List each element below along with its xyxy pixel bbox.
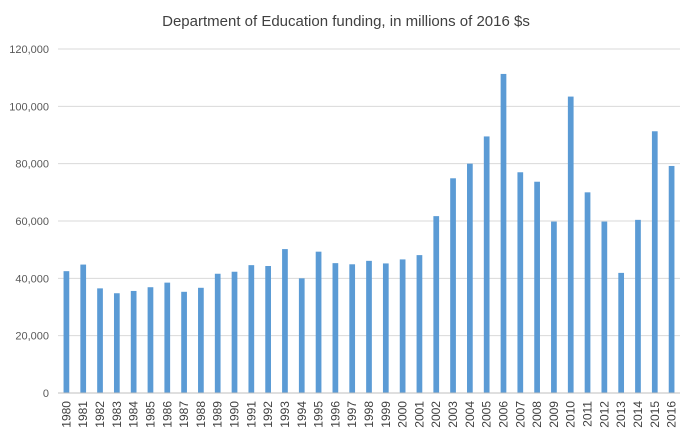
x-tick-label: 1988 bbox=[194, 401, 208, 428]
bar-1986 bbox=[164, 282, 171, 393]
x-tick-label: 2010 bbox=[564, 401, 578, 428]
x-tick-label: 2002 bbox=[429, 401, 443, 428]
bar-2014 bbox=[635, 219, 641, 393]
x-tick-label: 1984 bbox=[127, 401, 141, 428]
x-tick-label: 1981 bbox=[76, 401, 90, 428]
x-tick-label: 2014 bbox=[631, 401, 645, 428]
x-tick-label: 2005 bbox=[480, 401, 494, 428]
x-tick-label: 2004 bbox=[463, 401, 477, 428]
x-tick-label: 2000 bbox=[396, 401, 410, 428]
bar-2011 bbox=[584, 192, 591, 393]
x-tick-label: 1980 bbox=[59, 401, 73, 428]
gridlines bbox=[58, 48, 680, 337]
bar-2001 bbox=[416, 255, 423, 393]
x-tick-label: 2007 bbox=[513, 401, 527, 428]
bar-2009 bbox=[551, 221, 557, 393]
x-axis-tick-labels: 1980 1981 1982 1983 1984 1985 1986 1987 1988 1989… bbox=[59, 401, 678, 428]
x-tick-label: 1985 bbox=[143, 401, 157, 428]
bar-2012 bbox=[601, 221, 608, 393]
x-tick-label: 1990 bbox=[228, 401, 242, 428]
bar-1987 bbox=[181, 291, 187, 393]
x-tick-label: 1983 bbox=[110, 401, 124, 428]
bar-2010 bbox=[567, 96, 574, 393]
x-tick-label: 1999 bbox=[379, 401, 393, 428]
x-tick-label: 2013 bbox=[614, 401, 628, 428]
x-tick-label: 1992 bbox=[261, 401, 275, 428]
x-tick-label: 2015 bbox=[648, 401, 662, 428]
x-tick-label: 1996 bbox=[328, 401, 342, 428]
y-tick-label: 60,000 bbox=[15, 216, 49, 228]
x-tick-label: 1993 bbox=[278, 401, 292, 428]
bar-1989 bbox=[214, 273, 221, 393]
bars bbox=[63, 73, 675, 394]
x-tick-label: 1994 bbox=[295, 401, 309, 428]
bar-1999 bbox=[382, 263, 389, 393]
x-tick-label: 1986 bbox=[160, 401, 174, 428]
x-tick-label: 2012 bbox=[597, 401, 611, 428]
bar-2005 bbox=[483, 136, 490, 393]
x-tick-label: 2001 bbox=[412, 401, 426, 428]
bar-1995 bbox=[315, 251, 322, 393]
bar-2016 bbox=[668, 165, 675, 393]
y-axis-tick-labels: 0 20,000 40,000 60,000 80,000 100,000 120,000 bbox=[9, 44, 49, 400]
x-tick-label: 1989 bbox=[211, 401, 225, 428]
chart-title: Department of Education funding, in mill… bbox=[162, 13, 530, 30]
bar-2008 bbox=[534, 181, 540, 393]
x-tick-label: 2008 bbox=[530, 401, 544, 428]
bar-2006 bbox=[500, 73, 507, 393]
y-tick-label: 20,000 bbox=[15, 331, 49, 343]
bar-1980 bbox=[63, 271, 70, 393]
x-tick-label: 2009 bbox=[547, 401, 561, 428]
y-tick-label: 80,000 bbox=[15, 159, 49, 171]
bar-2015 bbox=[651, 131, 658, 394]
bar-2007 bbox=[517, 172, 524, 393]
bar-1994 bbox=[298, 278, 305, 393]
bar-2003 bbox=[450, 178, 456, 393]
x-tick-label: 2006 bbox=[496, 401, 510, 428]
bar-2002 bbox=[433, 216, 440, 393]
x-tick-label: 1997 bbox=[345, 401, 359, 428]
x-tick-label: 1991 bbox=[244, 401, 258, 428]
x-tick-label: 1987 bbox=[177, 401, 191, 428]
bar-1985 bbox=[147, 287, 154, 393]
x-tick-label: 2016 bbox=[665, 401, 679, 428]
x-tick-label: 1998 bbox=[362, 401, 376, 428]
bar-1991 bbox=[248, 265, 255, 393]
bar-1983 bbox=[113, 293, 120, 393]
y-tick-label: 120,000 bbox=[9, 44, 49, 56]
bar-2013 bbox=[618, 272, 625, 393]
bar-1981 bbox=[80, 264, 87, 393]
x-tick-label: 1982 bbox=[93, 401, 107, 428]
bar-1990 bbox=[231, 271, 238, 393]
x-tick-label: 1995 bbox=[312, 401, 326, 428]
bar-1984 bbox=[130, 290, 137, 393]
bar-1996 bbox=[332, 263, 339, 393]
y-tick-label: 100,000 bbox=[9, 101, 49, 113]
x-tick-label: 2011 bbox=[581, 401, 595, 427]
y-tick-label: 40,000 bbox=[15, 273, 49, 285]
bar-1992 bbox=[265, 266, 271, 393]
bar-1998 bbox=[366, 260, 372, 393]
bar-1993 bbox=[282, 249, 288, 393]
bar-1982 bbox=[97, 288, 103, 393]
bar-2004 bbox=[467, 163, 473, 393]
bar-1997 bbox=[349, 264, 356, 393]
bar-1988 bbox=[198, 287, 204, 393]
bar-2000 bbox=[399, 259, 406, 393]
x-tick-label: 2003 bbox=[446, 401, 460, 428]
y-tick-label: 0 bbox=[43, 388, 49, 400]
